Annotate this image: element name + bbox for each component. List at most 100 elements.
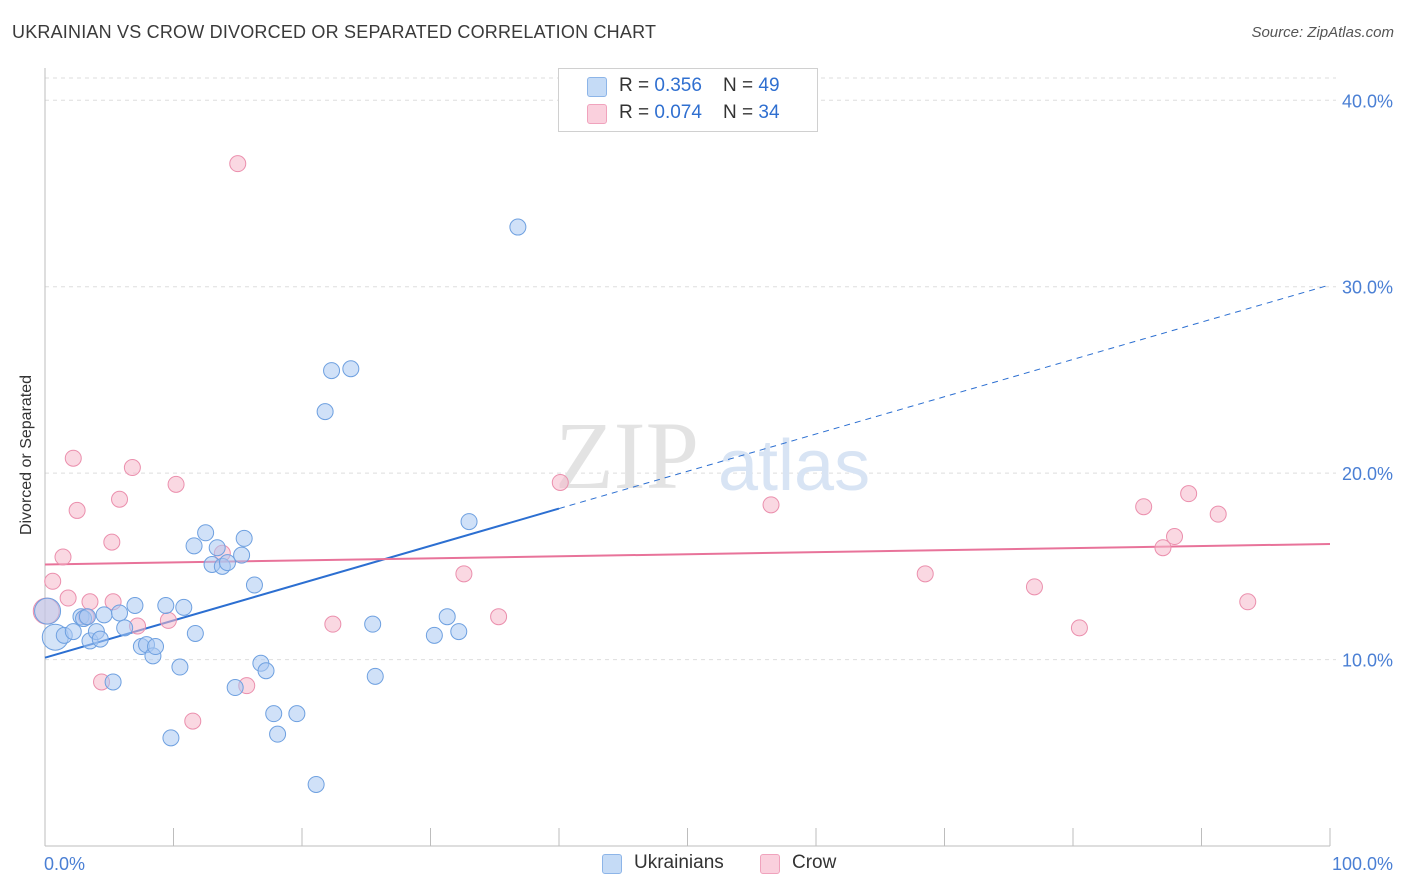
legend-n-value: 49 <box>758 75 780 96</box>
point-ukrainians <box>34 597 62 625</box>
point-ukrainians <box>95 606 113 624</box>
point-crow <box>103 533 121 551</box>
x-tick-label: 0.0% <box>44 854 85 874</box>
gridlines <box>45 77 1336 661</box>
point-ukrainians <box>265 705 283 723</box>
point-ukrainians <box>288 705 306 723</box>
point-crow <box>123 459 141 477</box>
tick-labels: 10.0% 20.0% 30.0% 40.0% 0.0% 100.0% <box>44 91 1393 874</box>
y-tick-label: 10.0% <box>1342 651 1393 671</box>
point-ukrainians <box>64 623 82 641</box>
point-ukrainians <box>307 775 325 793</box>
legend-n-label: N = <box>723 75 759 96</box>
legend-text-ukrainians: R = 0.356 N = 49 <box>619 75 780 97</box>
point-crow <box>1166 528 1184 546</box>
point-ukrainians <box>509 218 527 236</box>
legend-swatch-ukrainians <box>587 77 607 97</box>
correlation-legend: R = 0.356 N = 49 R = 0.074 N = 34 <box>558 68 818 132</box>
legend-n-label: N = <box>723 102 759 123</box>
watermark-atlas: atlas <box>718 426 870 506</box>
legend-n-value: 34 <box>758 102 780 123</box>
point-crow <box>68 501 86 519</box>
y-tick-label: 30.0% <box>1342 278 1393 298</box>
point-ukrainians <box>91 630 109 648</box>
axes <box>44 68 1331 847</box>
point-ukrainians <box>235 529 253 547</box>
point-ukrainians <box>104 673 122 691</box>
point-crow <box>1070 619 1088 637</box>
point-ukrainians <box>171 658 189 676</box>
y-tick-label: 40.0% <box>1342 91 1393 111</box>
point-ukrainians <box>257 662 275 680</box>
point-ukrainians <box>208 539 226 557</box>
point-crow <box>916 565 934 583</box>
point-ukrainians <box>323 362 341 380</box>
point-ukrainians <box>186 624 204 642</box>
x-tick-label: 100.0% <box>1332 854 1393 874</box>
legend-r-label: R = <box>619 75 655 96</box>
series-label-crow: Crow <box>792 852 837 873</box>
point-ukrainians <box>245 576 263 594</box>
point-ukrainians <box>185 537 203 555</box>
point-crow <box>64 449 82 467</box>
chart-title: UKRAINIAN VS CROW DIVORCED OR SEPARATED … <box>12 22 657 42</box>
legend-r-value: 0.074 <box>654 102 702 123</box>
point-ukrainians <box>366 667 384 685</box>
point-ukrainians <box>226 679 244 697</box>
trend-line-crow <box>44 542 1331 566</box>
point-ukrainians <box>197 524 215 542</box>
legend-text-crow: R = 0.074 N = 34 <box>619 102 780 124</box>
point-ukrainians <box>175 598 193 616</box>
point-ukrainians <box>364 615 382 633</box>
legend-r-label: R = <box>619 102 655 123</box>
point-ukrainians <box>460 513 478 531</box>
point-crow <box>44 572 62 590</box>
point-ukrainians <box>111 604 129 622</box>
point-ukrainians <box>157 597 175 615</box>
point-ukrainians <box>450 623 468 641</box>
point-ukrainians <box>269 725 287 743</box>
point-crow <box>324 615 342 633</box>
point-ukrainians <box>116 619 134 637</box>
point-crow <box>1239 593 1257 611</box>
point-crow <box>111 490 129 508</box>
legend-r-value: 0.356 <box>654 75 702 96</box>
point-crow <box>1135 498 1153 516</box>
point-crow <box>184 712 202 730</box>
point-crow <box>59 589 77 607</box>
point-crow <box>1180 485 1198 503</box>
legend-swatch-crow <box>587 104 607 124</box>
point-ukrainians <box>438 608 456 626</box>
point-ukrainians <box>233 546 251 564</box>
point-crow <box>1025 578 1043 596</box>
point-crow <box>1209 505 1227 523</box>
series-label-ukrainians: Ukrainians <box>634 852 724 873</box>
series-swatch-crow <box>760 854 780 874</box>
point-ukrainians <box>147 638 165 656</box>
point-crow <box>551 473 569 491</box>
point-crow <box>54 548 72 566</box>
trend-line-ukrainians-extension <box>558 284 1331 510</box>
point-ukrainians <box>162 729 180 747</box>
point-crow <box>81 593 99 611</box>
point-crow <box>762 496 780 514</box>
source-credit: Source: ZipAtlas.com <box>1251 24 1394 41</box>
trend-lines <box>44 284 1331 659</box>
point-crow <box>159 611 177 629</box>
point-crow <box>229 155 247 173</box>
point-ukrainians <box>218 554 236 572</box>
point-crow <box>455 565 473 583</box>
data-points <box>32 155 1257 793</box>
series-legend: Ukrainians Crow <box>0 852 1406 876</box>
watermark-zip: ZIP <box>555 402 699 509</box>
point-ukrainians <box>425 626 443 644</box>
series-swatch-ukrainians <box>602 854 622 874</box>
point-crow <box>490 608 508 626</box>
point-ukrainians <box>342 360 360 378</box>
point-crow <box>1154 539 1172 557</box>
point-ukrainians <box>316 403 334 421</box>
y-tick-label: 20.0% <box>1342 464 1393 484</box>
point-ukrainians <box>78 608 96 626</box>
watermark: ZIP atlas <box>555 402 870 509</box>
